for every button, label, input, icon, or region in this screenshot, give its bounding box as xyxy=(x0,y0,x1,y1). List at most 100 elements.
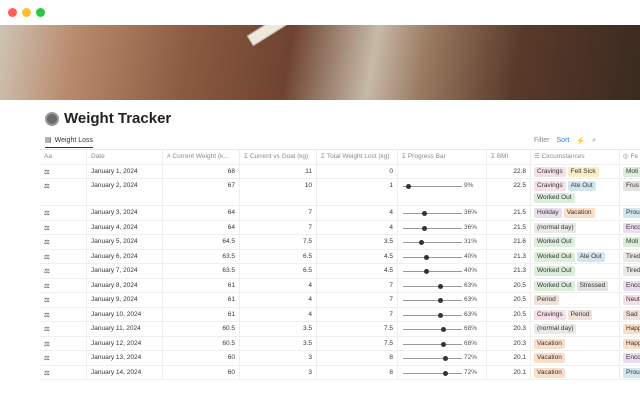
row-icon-cell[interactable]: ⚖ xyxy=(40,336,87,350)
current-weight-cell[interactable]: 64.5 xyxy=(163,235,240,249)
maximize-window-button[interactable] xyxy=(36,8,45,17)
circumstances-cell[interactable]: Worked Out Ate Out xyxy=(531,249,620,263)
row-icon-cell[interactable]: ⚖ xyxy=(40,322,87,336)
circumstances-cell[interactable]: Cravings Ate Out Worked Out xyxy=(531,179,620,205)
column-header[interactable]: Σ BMI xyxy=(487,150,531,164)
feeling-cell[interactable]: Tired xyxy=(620,264,640,278)
table-row[interactable]: ⚖ January 9, 2024 61 4 7 63% 20.5 Period Ne… xyxy=(40,293,640,308)
circumstances-cell[interactable]: Worked Out Stressed xyxy=(531,278,620,292)
table-row[interactable]: ⚖ January 6, 2024 63.5 6.5 4.5 40% 21.3 Wo… xyxy=(40,249,640,264)
column-header[interactable]: Aa xyxy=(40,150,87,164)
table-row[interactable]: ⚖ January 12, 2024 60.5 3.5 7.5 68% 20.3 V… xyxy=(40,336,640,351)
current-weight-cell[interactable]: 64 xyxy=(163,206,240,220)
date-cell[interactable]: January 4, 2024 xyxy=(87,220,163,234)
table-row[interactable]: ⚖ January 7, 2024 63.5 6.5 4.5 40% 21.3 Wo… xyxy=(40,264,640,279)
automation-lightning-icon[interactable]: ⚡ xyxy=(576,138,586,145)
date-cell[interactable]: January 14, 2024 xyxy=(87,365,163,379)
date-cell[interactable]: January 13, 2024 xyxy=(87,351,163,365)
feeling-cell[interactable]: Neut xyxy=(620,293,640,307)
feeling-cell[interactable]: Enco xyxy=(620,279,640,293)
search-icon[interactable]: ⌕ xyxy=(592,137,596,144)
row-icon-cell[interactable]: ⚖ xyxy=(40,235,87,249)
row-icon-cell[interactable]: ⚖ xyxy=(40,179,87,205)
minimize-window-button[interactable] xyxy=(22,8,31,17)
current-weight-cell[interactable]: 60.5 xyxy=(163,336,240,350)
date-cell[interactable]: January 3, 2024 xyxy=(87,206,163,220)
feeling-cell[interactable]: Tired xyxy=(620,250,640,264)
table-row[interactable]: ⚖ January 4, 2024 64 7 4 36% 21.5 (normal … xyxy=(40,220,640,235)
column-header[interactable]: Σ Progress Bar xyxy=(398,150,487,164)
date-cell[interactable]: January 12, 2024 xyxy=(87,336,163,350)
current-weight-cell[interactable]: 63.5 xyxy=(163,249,240,263)
feeling-cell[interactable]: Sad xyxy=(620,308,640,322)
current-weight-cell[interactable]: 63.5 xyxy=(163,264,240,278)
table-row[interactable]: ⚖ January 1, 2024 68 11 0 22.8 Cravings Fe… xyxy=(40,164,640,179)
date-cell[interactable]: January 9, 2024 xyxy=(87,293,163,307)
date-cell[interactable]: January 5, 2024 xyxy=(87,235,163,249)
date-cell[interactable]: January 10, 2024 xyxy=(87,307,163,321)
circumstances-cell[interactable]: Worked Out xyxy=(531,235,620,249)
row-icon-cell[interactable]: ⚖ xyxy=(40,220,87,234)
scale-icon[interactable] xyxy=(45,111,59,126)
circumstances-cell[interactable]: (normal day) xyxy=(531,220,620,234)
row-icon-cell[interactable]: ⚖ xyxy=(40,365,87,379)
current-weight-cell[interactable]: 60 xyxy=(163,351,240,365)
column-header[interactable]: Σ Current vs Goal (kg) xyxy=(240,150,317,164)
current-weight-cell[interactable]: 61 xyxy=(163,293,240,307)
row-icon-cell[interactable]: ⚖ xyxy=(40,264,87,278)
feeling-cell[interactable]: Moti xyxy=(620,165,640,179)
current-weight-cell[interactable]: 67 xyxy=(163,179,240,205)
row-icon-cell[interactable]: ⚖ xyxy=(40,307,87,321)
circumstances-cell[interactable]: Period xyxy=(531,293,620,307)
table-row[interactable]: ⚖ January 3, 2024 64 7 4 36% 21.5 Holiday V… xyxy=(40,206,640,221)
circumstances-cell[interactable]: Vacation xyxy=(531,365,620,379)
circumstances-cell[interactable]: Vacation xyxy=(531,351,620,365)
current-weight-cell[interactable]: 64 xyxy=(163,220,240,234)
feeling-cell[interactable]: Prou xyxy=(620,206,640,220)
feeling-cell[interactable]: Enco xyxy=(620,221,640,235)
column-header[interactable]: Σ Total Weight Lost (kg) xyxy=(317,150,398,164)
row-icon-cell[interactable]: ⚖ xyxy=(40,249,87,263)
date-cell[interactable]: January 6, 2024 xyxy=(87,249,163,263)
column-header[interactable]: ◎ Fe xyxy=(620,150,640,164)
feeling-cell[interactable]: Happ xyxy=(620,337,640,351)
circumstances-cell[interactable]: Cravings Period xyxy=(531,307,620,321)
circumstances-cell[interactable]: Worked Out xyxy=(531,264,620,278)
sort-button[interactable]: Sort xyxy=(556,137,570,144)
table-row[interactable]: ⚖ January 11, 2024 60.5 3.5 7.5 68% 20.3(… xyxy=(40,322,640,337)
table-row[interactable]: ⚖ January 14, 2024 60 3 8 72% 20.1 Vacatio… xyxy=(40,365,640,380)
row-icon-cell[interactable]: ⚖ xyxy=(40,293,87,307)
close-window-button[interactable] xyxy=(8,8,17,17)
current-weight-cell[interactable]: 61 xyxy=(163,307,240,321)
date-cell[interactable]: January 11, 2024 xyxy=(87,322,163,336)
feeling-cell[interactable]: Frus xyxy=(620,179,640,205)
current-weight-cell[interactable]: 68 xyxy=(163,164,240,178)
date-cell[interactable]: January 7, 2024 xyxy=(87,264,163,278)
circumstances-cell[interactable]: Holiday Vacation xyxy=(531,206,620,220)
date-cell[interactable]: January 8, 2024 xyxy=(87,278,163,292)
table-row[interactable]: ⚖ January 2, 2024 67 10 1 9% 22.5 Cravings… xyxy=(40,179,640,206)
filter-button[interactable]: Filter xyxy=(533,137,550,144)
feeling-cell[interactable]: Prou xyxy=(620,366,640,380)
circumstances-cell[interactable]: (normal day) xyxy=(531,322,620,336)
column-header[interactable]: # Current Weight (k... xyxy=(163,150,240,164)
feeling-cell[interactable]: Enco xyxy=(620,351,640,365)
column-header[interactable]: Date xyxy=(87,150,163,164)
current-weight-cell[interactable]: 60 xyxy=(163,365,240,379)
tab-weight-loss[interactable]: ▤ Weight Loss xyxy=(45,136,94,148)
date-cell[interactable]: January 1, 2024 xyxy=(87,164,163,178)
circumstances-cell[interactable]: Cravings Felt Sick xyxy=(531,164,620,178)
table-row[interactable]: ⚖ January 8, 2024 61 4 7 63% 20.5 Worked O… xyxy=(40,278,640,293)
table-row[interactable]: ⚖ January 5, 2024 64.5 7.5 3.5 31% 21.6 Wo… xyxy=(40,235,640,250)
feeling-cell[interactable]: Happ xyxy=(620,322,640,336)
row-icon-cell[interactable]: ⚖ xyxy=(40,206,87,220)
row-icon-cell[interactable]: ⚖ xyxy=(40,164,87,178)
column-header[interactable]: ☰ Circumstances xyxy=(531,150,620,164)
table-row[interactable]: ⚖ January 13, 2024 60 3 8 72% 20.1 Vacatio… xyxy=(40,351,640,366)
current-weight-cell[interactable]: 61 xyxy=(163,278,240,292)
current-weight-cell[interactable]: 60.5 xyxy=(163,322,240,336)
feeling-cell[interactable]: Moti xyxy=(620,235,640,249)
date-cell[interactable]: January 2, 2024 xyxy=(87,179,163,205)
row-icon-cell[interactable]: ⚖ xyxy=(40,278,87,292)
row-icon-cell[interactable]: ⚖ xyxy=(40,351,87,365)
